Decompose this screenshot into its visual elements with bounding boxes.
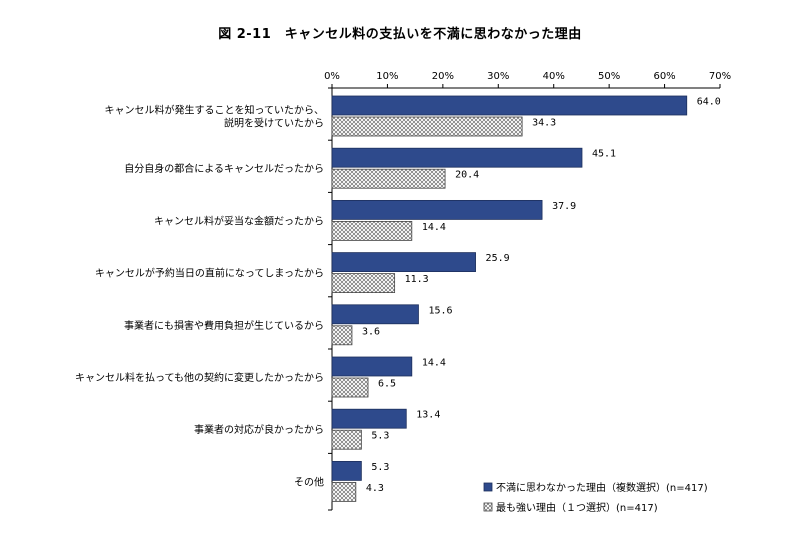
- data-label: 25.9: [486, 253, 510, 264]
- category-label: 事業者の対応が良かったから: [194, 423, 324, 436]
- data-label: 5.3: [371, 431, 389, 442]
- category-label: キャンセル料が妥当な金額だったから: [154, 214, 324, 227]
- category-label: 説明を受けていたから: [224, 117, 324, 130]
- legend-swatch: [483, 502, 493, 512]
- x-tick-label: 50%: [598, 71, 620, 82]
- chart-title: 図 2-11 キャンセル料の支払いを不満に思わなかった理由: [218, 27, 582, 42]
- legend-label: 不満に思わなかった理由（複数選択）(n=417): [496, 481, 708, 494]
- bar-single-choice: [331, 116, 523, 137]
- bar-single-choice: [331, 377, 369, 398]
- data-label: 64.0: [697, 97, 721, 108]
- x-tick-label: 40%: [543, 71, 565, 82]
- data-label: 5.3: [371, 462, 389, 473]
- bar-single-choice: [331, 481, 357, 502]
- bar-multiple-choice: [331, 304, 419, 325]
- x-tick-label: 60%: [653, 71, 675, 82]
- x-tick-label: 70%: [709, 71, 731, 82]
- data-label: 34.3: [532, 118, 556, 129]
- data-label: 15.6: [428, 305, 452, 316]
- legend-label: 最も強い理由（１つ選択）(n=417): [496, 501, 658, 514]
- category-label: 自分自身の都合によるキャンセルだったから: [124, 162, 324, 175]
- data-label: 3.6: [362, 326, 380, 337]
- category-label: キャンセル料を払っても他の契約に変更したかったから: [75, 371, 324, 384]
- data-label: 4.3: [366, 483, 384, 494]
- data-label: 13.4: [416, 410, 440, 421]
- legend-swatch: [483, 482, 493, 492]
- bar-single-choice: [331, 273, 396, 294]
- bar-multiple-choice: [331, 408, 407, 429]
- bar-multiple-choice: [331, 199, 543, 220]
- x-tick-label: 20%: [432, 71, 454, 82]
- bar-multiple-choice: [331, 356, 413, 377]
- category-label: キャンセル料が発生することを知っていたから、: [105, 104, 325, 117]
- data-label: 45.1: [592, 149, 616, 160]
- x-tick-label: 30%: [487, 71, 509, 82]
- bar-single-choice: [331, 168, 446, 189]
- data-label: 14.4: [422, 222, 446, 233]
- bar-multiple-choice: [331, 147, 583, 168]
- category-label: キャンセルが予約当日の直前になってしまったから: [95, 267, 324, 280]
- bar-single-choice: [331, 429, 362, 450]
- bar-multiple-choice: [331, 460, 362, 481]
- bar-multiple-choice: [331, 252, 476, 273]
- data-label: 11.3: [405, 274, 429, 285]
- bar-single-choice: [331, 325, 353, 346]
- data-label: 14.4: [422, 358, 446, 369]
- category-label: その他: [294, 475, 324, 488]
- data-label: 6.5: [378, 379, 396, 390]
- data-label: 37.9: [552, 201, 576, 212]
- category-label: 事業者にも損害や費用負担が生じているから: [124, 319, 324, 332]
- x-tick-label: 0%: [324, 71, 340, 82]
- data-label: 20.4: [455, 170, 479, 181]
- x-tick-label: 10%: [376, 71, 398, 82]
- bar-multiple-choice: [331, 95, 688, 116]
- bar-single-choice: [331, 220, 413, 241]
